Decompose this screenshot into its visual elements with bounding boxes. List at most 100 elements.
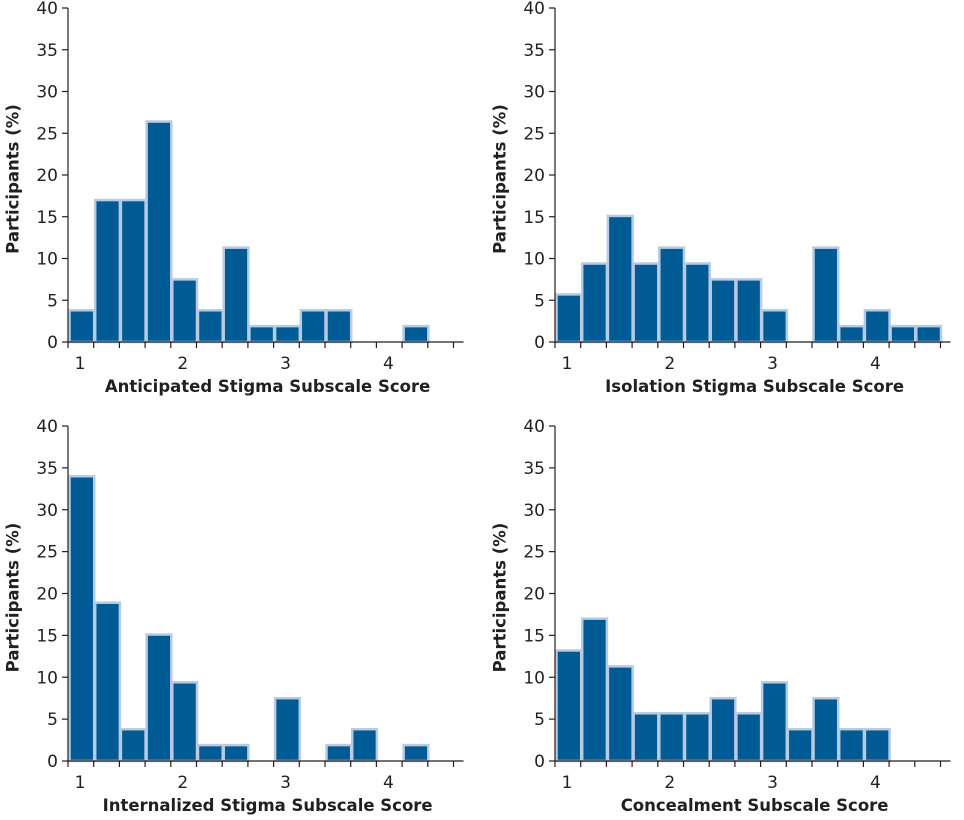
histogram-bar xyxy=(863,309,891,344)
y-tick-label: 0 xyxy=(47,333,58,353)
y-tick-label: 40 xyxy=(523,417,545,437)
histogram-bar xyxy=(915,324,943,344)
histogram-bar xyxy=(119,198,147,344)
histogram-bar xyxy=(273,324,302,344)
histogram-bar xyxy=(93,198,122,344)
y-axis-title: Participants (%) xyxy=(491,523,510,673)
x-tick-label: 4 xyxy=(383,354,394,374)
histogram-bar xyxy=(402,743,430,763)
x-axis-title: Concealment Subscale Score xyxy=(621,796,889,815)
histogram-bar xyxy=(299,309,327,344)
histogram-bar xyxy=(222,743,250,763)
y-tick-label: 10 xyxy=(523,250,545,270)
y-axis-title: Participants (%) xyxy=(4,104,23,254)
x-tick-label: 3 xyxy=(280,354,291,374)
x-tick-label: 3 xyxy=(767,354,778,374)
x-tick-label: 4 xyxy=(870,773,881,793)
y-tick-label: 0 xyxy=(534,333,545,353)
histogram-bar xyxy=(171,681,199,763)
x-tick-label: 2 xyxy=(664,773,675,793)
histogram-bar xyxy=(555,293,583,344)
y-tick-label: 40 xyxy=(523,0,545,19)
histogram-bar xyxy=(196,743,224,763)
histogram-bar xyxy=(273,696,302,763)
panel-anticipated-stigma: 0 5 10 15 20 25 30 35 40 1 2 3 4 Anticipated Stigma S… xyxy=(4,0,464,396)
y-tick-label: 10 xyxy=(523,668,545,688)
y-tick-label: 20 xyxy=(523,585,545,605)
y-axis-title: Participants (%) xyxy=(4,523,23,673)
histogram-bar xyxy=(837,727,866,763)
y-tick-label: 0 xyxy=(534,752,545,772)
x-tick-label: 4 xyxy=(383,773,394,793)
histogram-bar xyxy=(350,727,379,763)
histogram-bar xyxy=(606,665,634,763)
y-tick-label: 5 xyxy=(47,291,58,311)
y-tick-label: 15 xyxy=(523,208,545,228)
histogram-bar xyxy=(555,649,583,763)
y-tick-label: 25 xyxy=(36,124,58,144)
histogram-bar xyxy=(709,278,737,344)
y-tick-label: 5 xyxy=(534,291,545,311)
y-tick-label: 0 xyxy=(47,752,58,772)
histogram-bar xyxy=(683,262,711,344)
histogram-bar xyxy=(145,120,173,344)
y-tick-label: 30 xyxy=(523,501,545,521)
histogram-bar xyxy=(325,309,353,344)
y-tick-label: 20 xyxy=(36,166,58,186)
x-axis-title: Isolation Stigma Subscale Score xyxy=(605,377,904,396)
x-tick-label: 1 xyxy=(75,773,86,793)
y-tick-label: 15 xyxy=(36,208,58,228)
y-tick-label: 25 xyxy=(523,124,545,144)
histogram-bar xyxy=(658,246,686,344)
x-tick-label: 3 xyxy=(767,773,778,793)
y-tick-label: 25 xyxy=(36,543,58,563)
histogram-bar xyxy=(735,278,763,344)
histogram-bar xyxy=(196,309,224,344)
histogram-bar xyxy=(145,633,173,763)
x-tick-label: 1 xyxy=(75,354,86,374)
histogram-bar xyxy=(68,475,96,763)
x-tick-label: 1 xyxy=(562,354,573,374)
histogram-bar xyxy=(735,712,763,763)
histogram-bar xyxy=(402,324,430,344)
y-axis-title: Participants (%) xyxy=(491,104,510,254)
histogram-bar xyxy=(760,309,789,344)
y-tick-label: 35 xyxy=(36,459,58,479)
histogram-bar xyxy=(683,712,711,763)
y-tick-label: 30 xyxy=(523,83,545,103)
y-tick-label: 40 xyxy=(36,417,58,437)
y-tick-label: 10 xyxy=(36,250,58,270)
x-tick-label: 1 xyxy=(562,773,573,793)
histogram-bar xyxy=(812,696,840,763)
y-tick-label: 10 xyxy=(36,668,58,688)
histogram-bar xyxy=(325,743,353,763)
y-tick-label: 30 xyxy=(36,501,58,521)
histogram-bar xyxy=(658,712,686,763)
x-axis-title: Internalized Stigma Subscale Score xyxy=(103,796,433,815)
histogram-bar xyxy=(786,727,814,763)
y-tick-label: 35 xyxy=(523,41,545,61)
y-tick-label: 5 xyxy=(534,710,545,730)
y-tick-label: 20 xyxy=(36,585,58,605)
histogram-bar xyxy=(580,617,609,763)
histogram-bar xyxy=(580,262,609,344)
y-tick-label: 35 xyxy=(523,459,545,479)
histogram-bar xyxy=(863,727,891,763)
x-tick-label: 2 xyxy=(664,354,675,374)
y-tick-label: 5 xyxy=(47,710,58,730)
histogram-bar xyxy=(709,696,737,763)
histogram-bar xyxy=(632,712,660,763)
histogram-bar xyxy=(837,324,866,344)
histogram-bar xyxy=(171,278,199,344)
histogram-bar xyxy=(248,324,276,344)
panel-isolation-stigma: 0 5 10 15 20 25 30 35 40 1 2 3 4 Isolation Stigma Sub… xyxy=(491,0,951,396)
y-tick-label: 40 xyxy=(36,0,58,19)
histogram-bar xyxy=(606,214,634,344)
x-tick-label: 4 xyxy=(870,354,881,374)
y-tick-label: 15 xyxy=(36,626,58,646)
histogram-bar xyxy=(632,262,660,344)
y-tick-label: 35 xyxy=(36,41,58,61)
histogram-bar xyxy=(812,246,840,344)
y-tick-label: 30 xyxy=(36,83,58,103)
histogram-bar xyxy=(93,601,122,763)
